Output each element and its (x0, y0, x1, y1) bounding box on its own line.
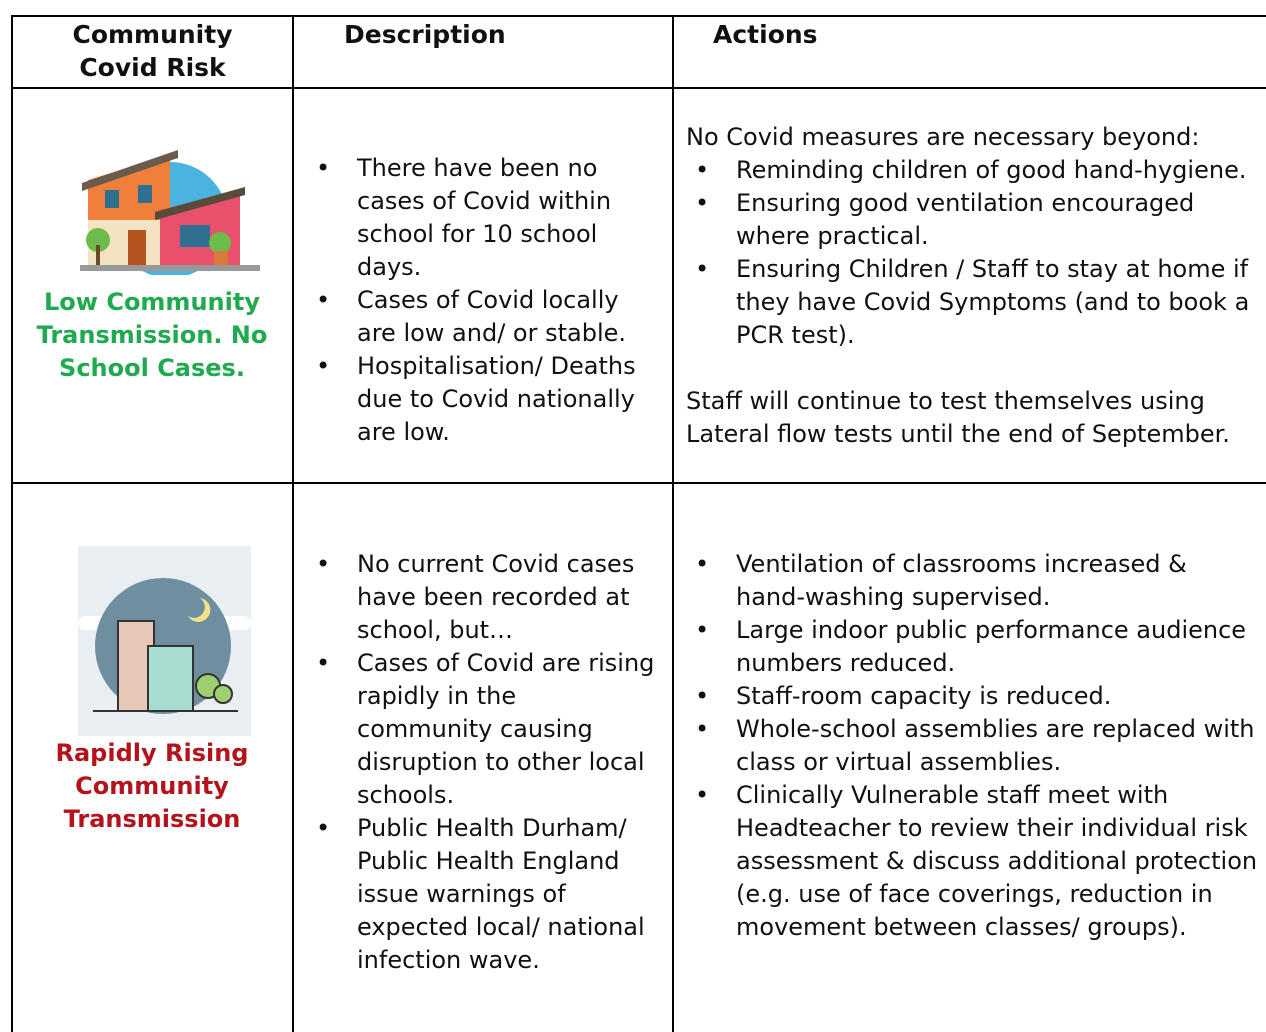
description: No current Covid cases have been recorde… (316, 548, 657, 977)
bullet-list: Ventilation of classrooms increased & ha… (695, 548, 1261, 944)
bullet-item: Public Health Durham/ Public Health Engl… (316, 812, 657, 977)
description: There have been no cases of Covid within… (316, 152, 657, 449)
header: Actions (713, 20, 818, 49)
bullet-item: Whole-school assemblies are replaced wit… (695, 713, 1261, 779)
bullet-item: Staff-room capacity is reduced. (695, 680, 1261, 713)
bullet-item: Ventilation of classrooms increased & ha… (695, 548, 1261, 614)
risk-label: Low Community Transmission. No School Ca… (36, 288, 268, 382)
bullet-item: Cases of Covid are rising rapidly in the… (316, 647, 657, 812)
house-icon (80, 150, 260, 275)
bullet-item: There have been no cases of Covid within… (316, 152, 657, 284)
bullet-list: There have been no cases of Covid within… (316, 152, 657, 449)
bullet-list: No current Covid cases have been recorde… (316, 548, 657, 977)
bullet-item: Cases of Covid locally are low and/ or s… (316, 284, 657, 350)
header: Community Covid Risk (72, 20, 233, 82)
bullet-item: Ensuring Children / Staff to stay at hom… (695, 253, 1261, 352)
border (11, 87, 1266, 89)
border (11, 15, 1266, 17)
bullet-item: No current Covid cases have been recorde… (316, 548, 657, 647)
border (292, 15, 294, 1032)
border (11, 482, 1266, 484)
bullet-item: Large indoor public performance audience… (695, 614, 1261, 680)
bullet-item: Hospitalisation/ Deaths due to Covid nat… (316, 350, 657, 449)
border (11, 15, 13, 1032)
bullet-item: Clinically Vulnerable staff meet with He… (695, 779, 1261, 944)
city-icon (78, 546, 251, 736)
border (672, 15, 674, 1032)
actions-intro: No Covid measures are necessary beyond: (686, 123, 1200, 151)
risk-label: Rapidly Rising Community Transmission (55, 739, 249, 833)
bullet-item: Reminding children of good hand-hygiene. (695, 154, 1261, 187)
actions-note: Staff will continue to test themselves u… (686, 387, 1230, 448)
bullet-list: Reminding children of good hand-hygiene.… (695, 154, 1261, 352)
header: Description (344, 20, 506, 49)
bullet-item: Ensuring good ventilation encouraged whe… (695, 187, 1261, 253)
actions: Ventilation of classrooms increased & ha… (686, 548, 1261, 944)
actions: No Covid measures are necessary beyond: … (686, 121, 1261, 451)
